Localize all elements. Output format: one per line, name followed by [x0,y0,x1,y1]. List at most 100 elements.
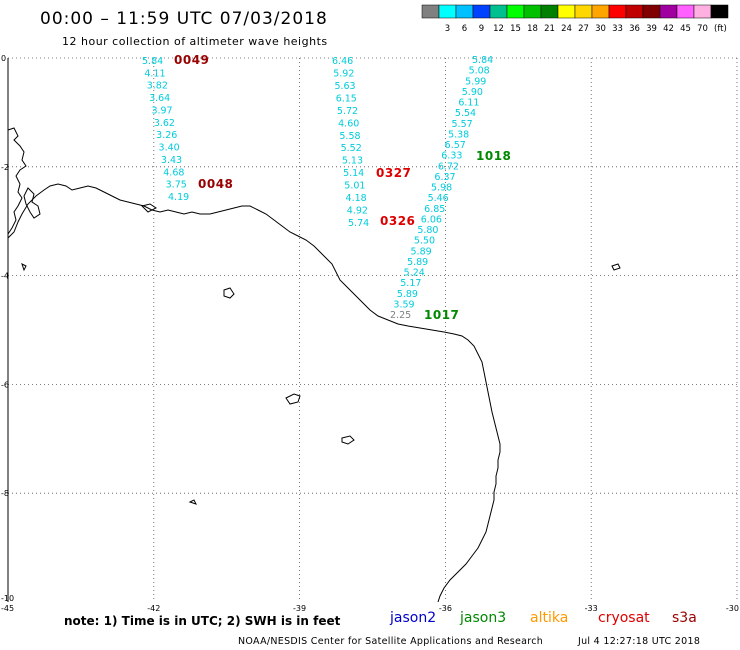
coastline-inlet [23,187,41,219]
wave-height-value: 4.68 [163,167,184,178]
lon-tick-label: -39 [293,604,306,613]
wave-height-value: 6.46 [332,56,353,67]
legend-swatch [659,4,678,19]
legend-swatch [693,4,712,19]
map-subtitle: 12 hour collection of altimeter wave hei… [62,35,328,48]
legend-swatch [421,4,440,19]
pass-label: 0049 [174,53,209,67]
wave-height-value: 5.08 [469,66,490,77]
legend-label: 9 [479,24,484,34]
legend-swatch [489,4,508,19]
wave-height-value: 3.26 [156,130,177,141]
pass-labels: 0049 0048 0327 0326 1018 1017 [174,53,511,322]
wave-height-value: 6.72 [438,161,459,172]
wave-height-value: 5.13 [342,156,363,167]
pass-label: 1017 [424,308,459,322]
legend-swatch [540,4,559,19]
wave-height-value: 3.64 [149,93,170,104]
legend-label: 18 [527,24,538,34]
wave-height-value: 3.40 [159,143,180,154]
map-title: 00:00 – 11:59 UTC 07/03/2018 [40,9,328,29]
wave-height-value: 6.06 [421,214,442,225]
wave-height-value: 5.80 [417,225,438,236]
mission-jason3: jason3 [459,610,506,626]
coastline-mainland [7,183,501,603]
wave-height-value: 5.57 [452,119,473,130]
wave-height-value: 3.43 [161,155,182,166]
lat-tick-label: -6 [1,380,9,389]
legend-swatch [608,4,627,19]
island-small-3 [341,435,355,445]
legend-swatch [710,4,729,19]
wave-height-value: 4.92 [347,206,368,217]
lon-tick-label: -33 [585,604,598,613]
wave-height-value: 2.25 [390,310,411,321]
wave-height-value: 5.38 [448,129,469,140]
legend-label: 33 [612,24,623,34]
altimeter-tracks: 5.844.113.823.643.973.623.263.403.434.68… [142,55,493,321]
wave-height-value: 5.89 [397,289,418,300]
wave-height-value: 3.59 [393,299,414,310]
legend-label: 30 [595,24,606,34]
legend-label: 36 [629,24,640,34]
wave-height-value: 3.62 [154,118,175,129]
legend-label: 42 [663,24,674,34]
lon-tick-label: -36 [439,604,452,613]
legend-unit: (ft) [714,24,727,34]
wave-height-value: 4.60 [338,118,359,129]
wave-height-value: 3.82 [147,81,168,92]
footer-credit: NOAA/NESDIS Center for Satellite Applica… [238,636,543,647]
pass-label: 1018 [476,149,511,163]
wave-height-value: 5.84 [472,55,493,66]
legend-swatch [676,4,695,19]
wave-height-value: 4.19 [168,192,189,203]
island-small-6 [188,499,197,505]
legend-swatch [438,4,457,19]
wave-height-value: 5.74 [348,218,369,229]
legend-swatch [523,4,542,19]
legend-label: 12 [493,24,504,34]
wave-height-value: 5.90 [462,87,483,98]
mission-jason2: jason2 [389,610,436,626]
legend-label: 15 [510,24,521,34]
legend-label: 39 [646,24,657,34]
wave-height-value: 6.85 [424,204,445,215]
wave-height-value: 5.46 [428,193,449,204]
legend-label: 70 [697,24,708,34]
wave-height-value: 3.75 [166,180,187,191]
wave-height-value: 6.15 [336,93,357,104]
legend-label: 6 [462,24,467,34]
wave-height-value: 5.50 [414,236,435,247]
wave-height-value: 6.11 [458,98,479,109]
wave-height-value: 5.92 [333,68,354,79]
legend-label: 24 [561,24,572,34]
legend-swatch [472,4,491,19]
legend-swatch [574,4,593,19]
mission-cryosat: cryosat [598,610,650,626]
legend-label: 21 [544,24,555,34]
island-small-2 [285,393,301,405]
coastline-northwest [7,127,27,235]
legend-label: 3 [445,24,450,34]
legend-label: 27 [578,24,589,34]
wave-height-value: 6.37 [434,172,455,183]
mission-s3a: s3a [672,610,697,626]
lat-lon-grid: -45-42-39-36-33-300-2-4-6-8-10 [1,54,739,613]
island-small-7 [141,203,157,213]
island-small-5 [611,263,621,271]
wave-height-value: 5.54 [455,108,476,119]
wave-height-value: 5.89 [407,257,428,268]
lat-tick-label: -8 [1,489,9,498]
wave-height-value: 5.98 [431,183,452,194]
island-small-1 [223,287,235,299]
wave-height-value: 4.18 [346,193,367,204]
wave-height-value: 5.63 [334,81,355,92]
legend-swatch [557,4,576,19]
wave-height-value: 5.14 [343,168,364,179]
legend-label: 45 [680,24,691,34]
wave-height-value: 5.01 [344,181,365,192]
wave-height-value: 6.33 [441,151,462,162]
wave-height-value: 5.99 [465,76,486,87]
lat-tick-label: -4 [1,272,9,281]
pass-label: 0326 [380,214,415,228]
